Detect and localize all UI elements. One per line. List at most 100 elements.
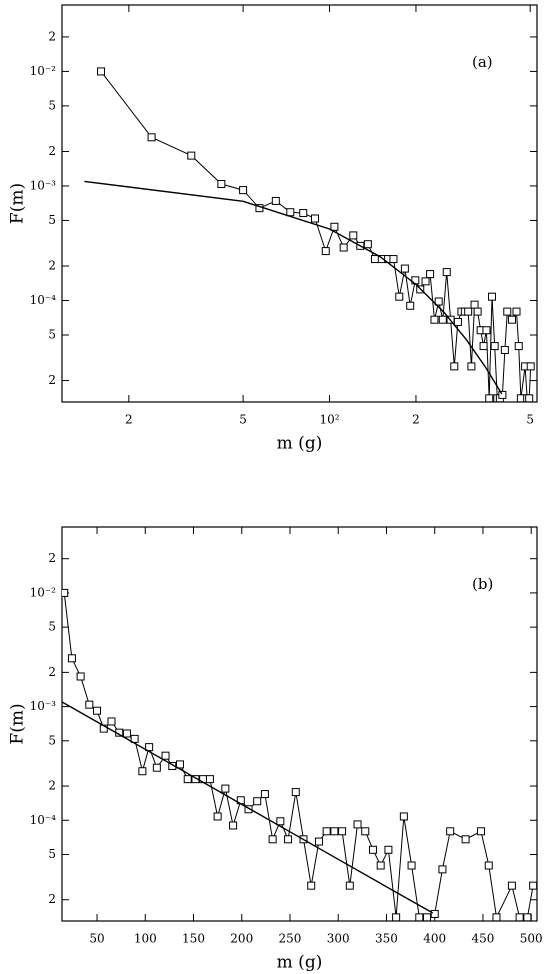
data-point bbox=[183, 775, 192, 784]
data-point bbox=[221, 784, 230, 793]
data-point bbox=[85, 700, 94, 709]
data-point bbox=[492, 913, 501, 921]
data-point bbox=[515, 913, 524, 921]
data-point bbox=[464, 307, 473, 316]
y-tick-label: 2 bbox=[48, 551, 56, 565]
data-point bbox=[363, 240, 372, 249]
x-tick-label: 150 bbox=[182, 932, 205, 946]
x-tick-label: 2 bbox=[125, 413, 133, 427]
data-point bbox=[384, 845, 393, 854]
data-point bbox=[187, 151, 196, 160]
x-tick-label: 400 bbox=[423, 932, 446, 946]
data-point bbox=[205, 775, 214, 784]
data-point bbox=[376, 861, 385, 870]
y-tick-label: 10⁻³ bbox=[30, 178, 57, 192]
x-tick-label: 200 bbox=[230, 932, 253, 946]
data-point bbox=[338, 827, 347, 836]
data-point bbox=[473, 307, 482, 316]
data-point bbox=[145, 743, 154, 752]
data-point bbox=[430, 315, 439, 324]
data-point bbox=[507, 881, 516, 890]
data-point bbox=[395, 292, 404, 301]
x-tick-label: 100 bbox=[134, 932, 157, 946]
y-tick-label: 5 bbox=[48, 213, 56, 227]
data-point bbox=[345, 881, 354, 890]
data-point bbox=[399, 812, 408, 821]
data-point bbox=[503, 307, 512, 316]
y-tick-label: 2 bbox=[48, 892, 56, 906]
y-tick-label: 5 bbox=[48, 98, 56, 112]
data-point bbox=[286, 208, 295, 217]
data-point bbox=[507, 315, 516, 324]
data-point bbox=[322, 827, 331, 836]
data-point bbox=[423, 913, 432, 921]
data-point bbox=[253, 797, 262, 806]
x-tick-label: 500 bbox=[520, 932, 543, 946]
y-tick-label: 10⁻⁴ bbox=[30, 813, 57, 827]
series-line bbox=[100, 71, 532, 399]
data-point bbox=[321, 247, 330, 256]
y-tick-label: 2 bbox=[48, 29, 56, 43]
x-tick-label: 450 bbox=[472, 932, 495, 946]
data-point bbox=[244, 805, 253, 814]
data-point bbox=[307, 881, 316, 890]
data-point bbox=[370, 255, 379, 264]
y-tick-label: 5 bbox=[48, 847, 56, 861]
data-point bbox=[389, 255, 398, 264]
data-point bbox=[438, 315, 447, 324]
data-point bbox=[93, 706, 102, 715]
y-axis-title: F(m) bbox=[8, 703, 28, 744]
data-point bbox=[470, 300, 479, 309]
data-point bbox=[368, 845, 377, 854]
x-axis-title: m (g) bbox=[277, 953, 323, 973]
data-point bbox=[138, 767, 147, 776]
data-point bbox=[392, 913, 401, 921]
data-point bbox=[446, 827, 455, 836]
y-tick-label: 2 bbox=[48, 259, 56, 273]
data-point bbox=[67, 654, 76, 663]
data-point bbox=[415, 913, 424, 921]
y-tick-label: 2 bbox=[48, 144, 56, 158]
y-tick-label: 2 bbox=[48, 665, 56, 679]
data-point bbox=[361, 827, 370, 836]
x-tick-label: 50 bbox=[89, 932, 104, 946]
data-point bbox=[310, 214, 319, 223]
data-point bbox=[62, 588, 69, 597]
data-point bbox=[498, 390, 507, 399]
y-tick-label: 10⁻⁴ bbox=[30, 293, 57, 307]
data-point bbox=[512, 307, 521, 316]
x-tick-label: 250 bbox=[279, 932, 302, 946]
x-tick-label: 5 bbox=[526, 413, 534, 427]
data-point bbox=[97, 67, 106, 76]
data-point bbox=[400, 264, 409, 273]
data-point bbox=[467, 362, 476, 371]
x-tick-label: 350 bbox=[375, 932, 398, 946]
series-line bbox=[84, 180, 503, 395]
y-axis-title: F(m) bbox=[8, 183, 28, 224]
data-point bbox=[161, 751, 170, 760]
series-line bbox=[63, 592, 534, 919]
plot-frame bbox=[61, 526, 538, 922]
data-point bbox=[484, 861, 493, 870]
data-point bbox=[330, 827, 339, 836]
data-point bbox=[500, 345, 509, 354]
data-point bbox=[213, 812, 222, 821]
data-point bbox=[122, 729, 131, 738]
y-tick-label: 10⁻³ bbox=[30, 699, 57, 713]
data-point bbox=[353, 820, 362, 829]
y-tick-label: 2 bbox=[48, 373, 56, 387]
panel-label: (b) bbox=[472, 575, 493, 593]
plot-frame bbox=[61, 4, 538, 403]
data-point bbox=[479, 342, 488, 351]
data-point bbox=[525, 394, 534, 402]
data-point bbox=[130, 734, 139, 743]
plot-area bbox=[62, 588, 537, 921]
data-point bbox=[107, 717, 116, 726]
data-point bbox=[461, 835, 470, 844]
data-point bbox=[239, 186, 248, 195]
y-tick-label: 2 bbox=[48, 779, 56, 793]
data-point bbox=[421, 277, 430, 286]
y-tick-label: 5 bbox=[48, 327, 56, 341]
data-point bbox=[152, 763, 161, 772]
